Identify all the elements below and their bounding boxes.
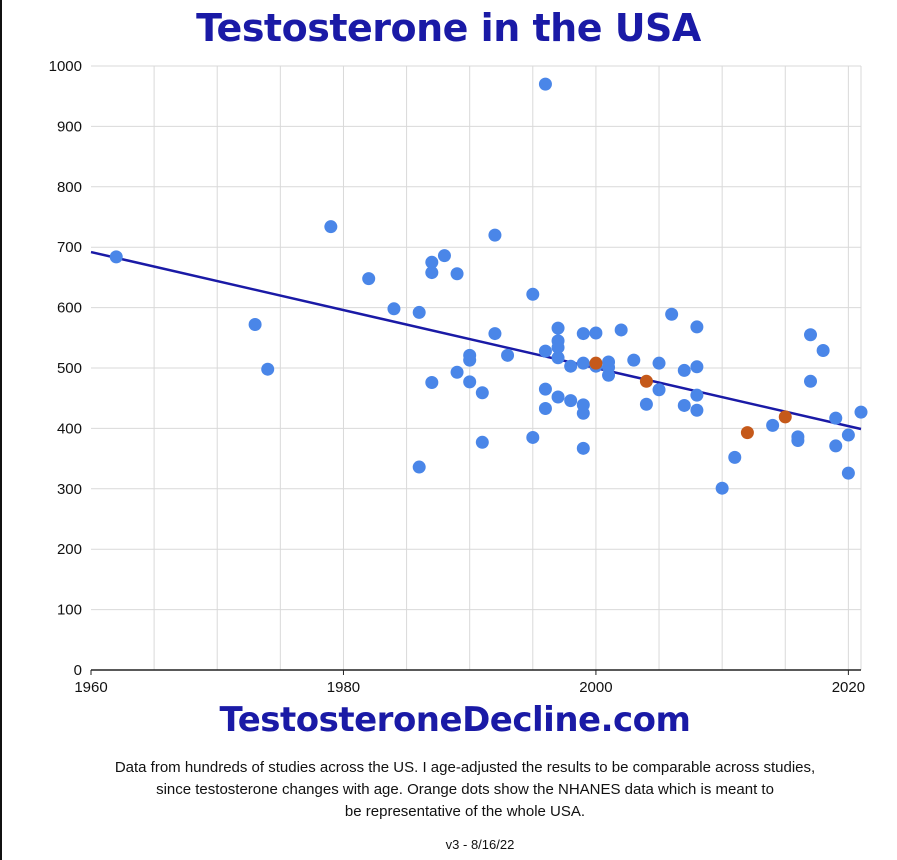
study-point [564, 394, 578, 408]
caption-line-1: Data from hundreds of studies across the… [114, 759, 816, 776]
chart-title: Testosterone in the USA [196, 6, 701, 50]
study-point [412, 305, 426, 319]
study-point [791, 433, 805, 447]
study-point [538, 382, 552, 396]
study-point [425, 375, 439, 389]
y-tick-label: 600 [57, 300, 82, 317]
grid-lines [91, 65, 862, 670]
study-point [538, 77, 552, 91]
study-point [463, 353, 477, 367]
x-tick-label: 1960 [74, 679, 107, 696]
study-point [576, 356, 590, 370]
nhanes-point [639, 374, 653, 388]
study-point [690, 403, 704, 417]
study-point [248, 318, 262, 332]
study-point [526, 430, 540, 444]
x-tick-label: 2020 [832, 679, 865, 696]
study-point [526, 287, 540, 301]
study-point [804, 374, 818, 388]
study-point [261, 362, 275, 376]
study-point [425, 266, 439, 280]
y-tick-label: 0 [74, 662, 82, 679]
study-point [841, 428, 855, 442]
study-point [538, 344, 552, 358]
study-point [652, 356, 666, 370]
study-point [538, 401, 552, 415]
nhanes-point [740, 426, 754, 440]
study-point [387, 302, 401, 316]
x-tick-label: 2000 [579, 679, 612, 696]
study-point [551, 351, 565, 365]
study-point [576, 441, 590, 455]
study-point [475, 386, 489, 400]
y-tick-label: 800 [57, 179, 82, 196]
study-point [425, 255, 439, 269]
y-tick-label: 700 [57, 239, 82, 256]
study-point [829, 439, 843, 453]
study-point [450, 365, 464, 379]
study-point [463, 375, 477, 389]
study-point [816, 343, 830, 357]
axes [90, 669, 861, 675]
y-tick-label: 100 [57, 602, 82, 619]
website-label: TestosteroneDecline.com [219, 700, 691, 740]
study-point [690, 360, 704, 374]
study-point [766, 418, 780, 432]
study-point [412, 460, 426, 474]
study-point [362, 272, 376, 286]
trendline [90, 250, 862, 431]
study-point [665, 307, 679, 321]
version-label: v3 - 8/16/22 [445, 837, 515, 852]
scatter-chart: 0 100 200 300 400 500 600 700 800 900 1000 1960 1980… [49, 58, 868, 696]
y-tick-label: 200 [57, 541, 82, 558]
y-tick-label: 500 [57, 360, 82, 377]
x-tick-label: 1980 [327, 679, 360, 696]
study-point [551, 340, 565, 354]
left-border [0, 0, 2, 860]
study-point [841, 466, 855, 480]
study-point [475, 435, 489, 449]
study-point [728, 450, 742, 464]
tick-labels: 0 100 200 300 400 500 600 700 800 900 1000 1960 1980… [49, 58, 865, 696]
study-point [677, 363, 691, 377]
study-point [551, 321, 565, 335]
nhanes-point [778, 410, 792, 424]
study-point [854, 405, 868, 419]
study-point [450, 267, 464, 281]
study-point [627, 353, 641, 367]
study-point [324, 220, 338, 234]
nhanes-point [589, 356, 603, 370]
study-point [639, 397, 653, 411]
study-point [109, 250, 123, 264]
study-point [690, 320, 704, 334]
study-point [715, 481, 729, 495]
study-point [652, 383, 666, 397]
study-point [576, 406, 590, 420]
study-point [576, 327, 590, 341]
study-point [589, 326, 603, 340]
study-point [488, 228, 502, 242]
caption-line-3: be representative of the whole USA. [344, 803, 586, 820]
data-points [109, 77, 868, 495]
study-point [488, 327, 502, 341]
y-tick-label: 300 [57, 481, 82, 498]
study-point [564, 359, 578, 373]
trendline-group [90, 250, 862, 431]
study-point [804, 328, 818, 342]
study-point [829, 411, 843, 425]
study-point [551, 390, 565, 404]
study-point [690, 388, 704, 402]
y-tick-label: 900 [57, 118, 82, 135]
y-tick-label: 1000 [49, 58, 82, 75]
y-tick-label: 400 [57, 420, 82, 437]
study-point [614, 323, 628, 337]
study-point [677, 398, 691, 412]
study-point [602, 368, 616, 382]
study-point [501, 348, 515, 362]
study-point [437, 249, 451, 263]
caption-line-2: since testosterone changes with age. Ora… [156, 781, 774, 798]
